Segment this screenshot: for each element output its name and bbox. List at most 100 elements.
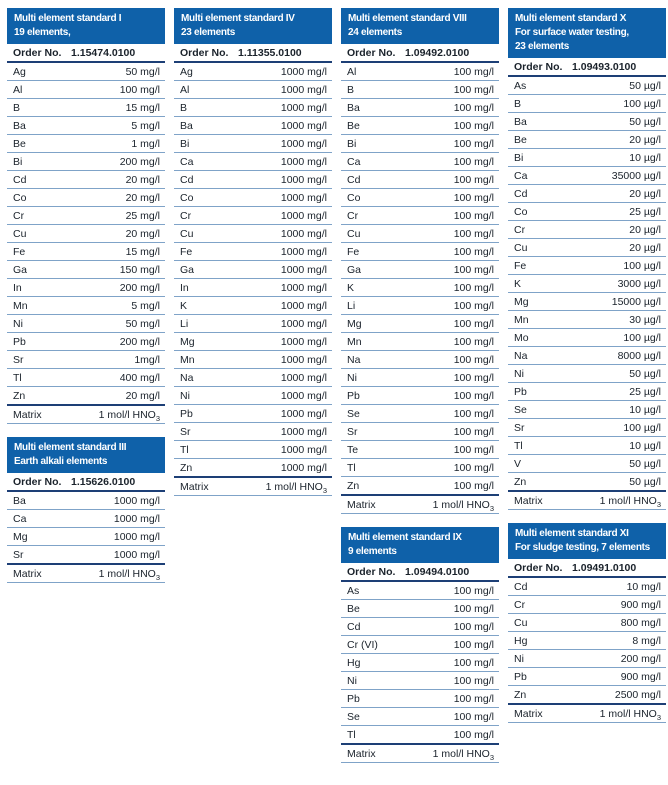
element-row: Mg 15000 µg/l [508, 293, 666, 311]
element-symbol: K [347, 282, 355, 294]
order-number: 1.09492.0100 [405, 47, 470, 59]
element-row: Pb 900 mg/l [508, 668, 666, 686]
element-symbol: Be [13, 138, 26, 150]
element-symbol: Be [347, 120, 360, 132]
element-symbol: Ga [180, 264, 195, 276]
element-symbol: Ga [347, 264, 362, 276]
element-symbol: Tl [514, 440, 523, 452]
element-symbol: Mg [13, 531, 28, 543]
element-row: Cr 20 µg/l [508, 221, 666, 239]
element-value: 50 mg/l [125, 318, 160, 330]
element-row: Ni 200 mg/l [508, 650, 666, 668]
element-value: 10 µg/l [629, 404, 661, 416]
element-symbol: Co [347, 192, 361, 204]
element-row: Tl 100 mg/l [341, 726, 499, 743]
multi-element-standard-xi: Multi element standard XI For sludge test… [508, 523, 666, 723]
element-symbol: Mn [347, 336, 362, 348]
element-symbol: In [13, 282, 22, 294]
element-symbol: Ca [347, 156, 361, 168]
matrix-row: Matrix 1 mol/l HNO3 [341, 743, 499, 763]
element-row: B 100 µg/l [508, 95, 666, 113]
multi-element-standard-ix: Multi element standard IX 9 elements Order… [341, 527, 499, 763]
element-row: In 200 mg/l [7, 279, 165, 297]
element-symbol: In [180, 282, 189, 294]
element-value: 20 µg/l [629, 242, 661, 254]
element-value: 100 mg/l [453, 603, 494, 615]
element-value: 100 mg/l [453, 300, 494, 312]
element-value: 5 mg/l [131, 120, 160, 132]
element-symbol: Na [180, 372, 194, 384]
order-label: Order No. [514, 61, 563, 73]
table-title-line: Multi element standard I [14, 13, 122, 24]
element-symbol: Ba [180, 120, 193, 132]
element-symbol: Co [514, 206, 528, 218]
matrix-value: 1 mol/l HNO3 [599, 495, 661, 510]
table-title-line: Multi element standard X [515, 13, 627, 24]
element-symbol: Ni [347, 372, 357, 384]
element-row: Li 1000 mg/l [174, 315, 332, 333]
element-symbol: Fe [180, 246, 193, 258]
element-row: Zn 50 µg/l [508, 473, 666, 490]
order-label: Order No. [347, 47, 396, 59]
element-symbol: Tl [347, 462, 356, 474]
element-row: Al 100 mg/l [341, 63, 499, 81]
order-number: 1.15474.0100 [71, 47, 136, 59]
order-number: 1.09491.0100 [572, 562, 637, 574]
matrix-row: Matrix 1 mol/l HNO3 [7, 404, 165, 424]
element-symbol: Sr [347, 426, 358, 438]
element-row: Mn 1000 mg/l [174, 351, 332, 369]
element-value: 100 mg/l [453, 408, 494, 420]
element-value: 150 mg/l [119, 264, 160, 276]
element-value: 100 mg/l [453, 282, 494, 294]
element-symbol: Pb [13, 336, 26, 348]
element-value: 1000 mg/l [280, 354, 327, 366]
element-value: 15 mg/l [125, 102, 160, 114]
element-symbol: Mn [13, 300, 28, 312]
element-row: Ga 150 mg/l [7, 261, 165, 279]
element-row: K 3000 µg/l [508, 275, 666, 293]
element-row: Be 100 mg/l [341, 117, 499, 135]
element-symbol: Zn [13, 390, 26, 402]
table-title-line: Multi element standard IX [348, 532, 462, 543]
element-symbol: Li [347, 300, 356, 312]
element-symbol: Be [347, 603, 360, 615]
element-value: 200 mg/l [119, 156, 160, 168]
element-value: 1000 mg/l [280, 192, 327, 204]
element-symbol: B [180, 102, 188, 114]
element-value: 1000 mg/l [280, 174, 327, 186]
element-row: V 50 µg/l [508, 455, 666, 473]
element-symbol: B [514, 98, 522, 110]
element-row: Tl 100 mg/l [341, 459, 499, 477]
element-symbol: K [180, 300, 188, 312]
element-symbol: Cr [347, 210, 359, 222]
element-value: 15000 µg/l [611, 296, 661, 308]
element-value: 20 mg/l [125, 192, 160, 204]
element-value: 100 mg/l [453, 639, 494, 651]
table-title: Multi element standard IV 23 elements [174, 8, 332, 44]
element-row: K 1000 mg/l [174, 297, 332, 315]
table-title-line: 23 elements [515, 41, 569, 52]
element-value: 100 mg/l [453, 246, 494, 258]
element-row: Bi 10 µg/l [508, 149, 666, 167]
element-value: 900 mg/l [620, 671, 661, 683]
element-row: K 100 mg/l [341, 279, 499, 297]
element-row: Ba 50 µg/l [508, 113, 666, 131]
element-row: Ag 50 mg/l [7, 63, 165, 81]
element-row: Ag 1000 mg/l [174, 63, 332, 81]
order-number: 1.09494.0100 [405, 566, 470, 578]
element-symbol: Ag [180, 66, 193, 78]
element-row: Li 100 mg/l [341, 297, 499, 315]
element-value: 900 mg/l [620, 599, 661, 611]
element-row: As 100 mg/l [341, 582, 499, 600]
element-value: 25 µg/l [629, 386, 661, 398]
element-symbol: Se [514, 404, 527, 416]
matrix-value: 1 mol/l HNO3 [98, 568, 160, 583]
element-value: 1000 mg/l [280, 246, 327, 258]
element-value: 8 mg/l [632, 635, 661, 647]
element-value: 100 mg/l [119, 84, 160, 96]
table-title-line: 24 elements [348, 27, 402, 38]
element-value: 1000 mg/l [280, 390, 327, 402]
element-value: 100 mg/l [453, 156, 494, 168]
multi-element-standard-i: Multi element standard I 19 elements, Orde… [7, 8, 165, 424]
element-value: 100 µg/l [623, 332, 661, 344]
